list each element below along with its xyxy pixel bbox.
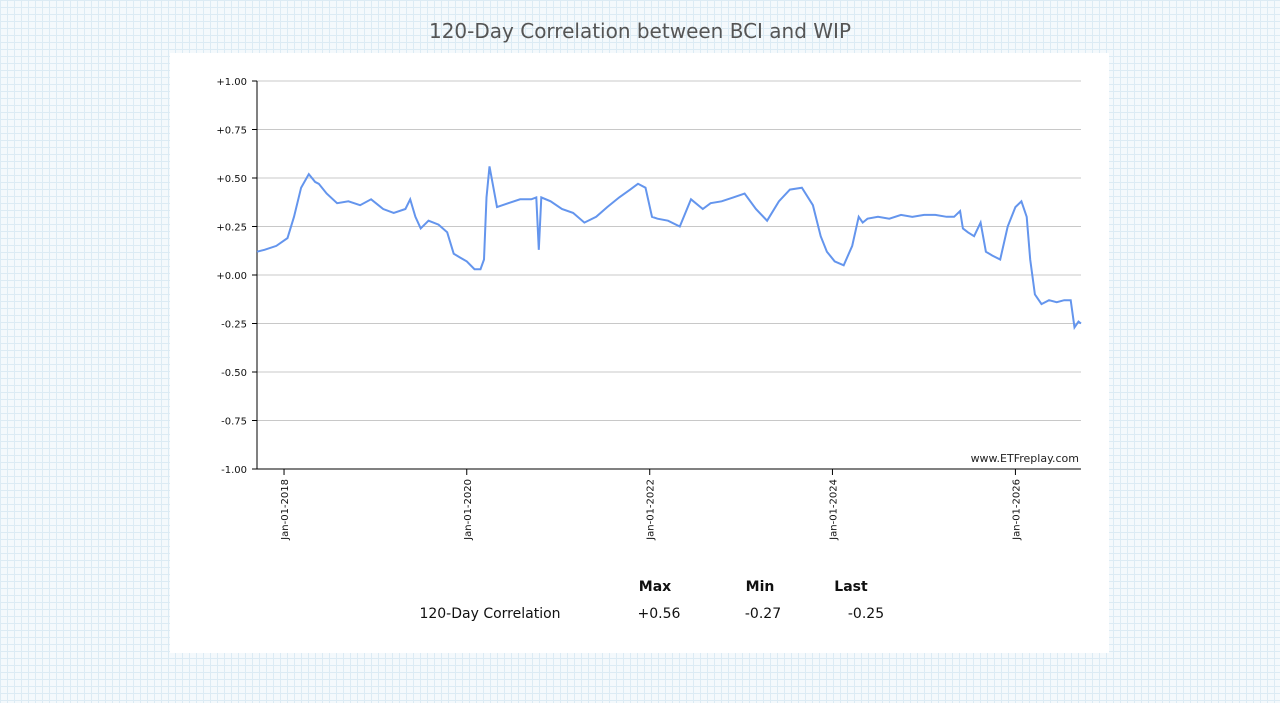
x-tick-label: Jan-01-2020 (463, 479, 474, 541)
stats-header-last: Last (834, 579, 868, 595)
watermark: www.ETFreplay.com (971, 452, 1079, 465)
x-tick-label: Jan-01-2022 (646, 479, 657, 541)
x-tick-label: Jan-01-2026 (1011, 479, 1022, 541)
stats-row-label: 120-Day Correlation (419, 606, 561, 622)
y-tick-label: -0.50 (221, 368, 247, 379)
y-tick-label: -1.00 (221, 465, 247, 476)
x-tick-label: Jan-01-2018 (280, 479, 291, 541)
correlation-series-line (256, 166, 1082, 331)
stats-value-last: -0.25 (847, 606, 885, 622)
y-tick-label: +0.75 (216, 126, 247, 137)
chart-panel: +1.00 +0.75 +0.50 +0.25 +0.00 -0.25 -0.50 -0.75… (170, 53, 1109, 653)
y-tick-label: -0.25 (221, 320, 247, 331)
chart-title: 120-Day Correlation between BCI and WIP (428, 19, 852, 43)
y-tick-label: -0.75 (221, 417, 247, 428)
stats-header-min: Min (745, 579, 775, 595)
y-tick-label: +1.00 (216, 77, 247, 88)
axes (252, 80, 1081, 475)
x-tick-label: Jan-01-2024 (828, 479, 839, 541)
y-tick-label: +0.25 (216, 223, 247, 234)
stats-value-min: -0.27 (744, 606, 782, 622)
correlation-chart: +1.00 +0.75 +0.50 +0.25 +0.00 -0.25 -0.50 -0.75… (216, 77, 1082, 541)
y-tick-label: +0.50 (216, 174, 247, 185)
stats-value-max: +0.56 (637, 606, 681, 622)
y-tick-label: +0.00 (216, 271, 247, 282)
stats-table: Max Min Last 120-Day Correlation +0.56 -… (170, 53, 1109, 653)
x-tick-labels: Jan-01-2018 Jan-01-2020 Jan-01-2022 Jan-01-… (280, 479, 1022, 541)
y-tick-labels: +1.00 +0.75 +0.50 +0.25 +0.00 -0.25 -0.50 -0.75… (216, 77, 247, 476)
stats-header-max: Max (638, 579, 672, 595)
